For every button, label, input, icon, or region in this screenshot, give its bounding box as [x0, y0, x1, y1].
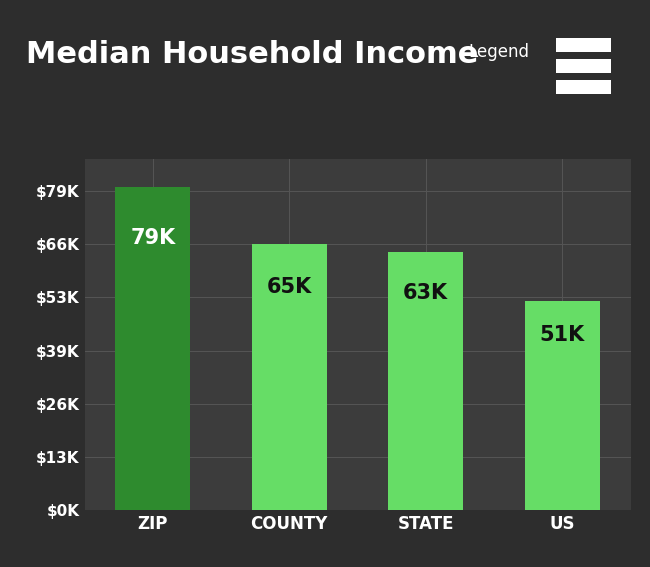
Text: 51K: 51K: [540, 325, 585, 345]
Text: 63K: 63K: [403, 284, 448, 303]
Bar: [115, 187, 190, 510]
Text: 79K: 79K: [130, 229, 176, 248]
Text: 65K: 65K: [266, 277, 312, 297]
Bar: [388, 252, 463, 510]
Text: Median Household Income: Median Household Income: [26, 40, 478, 69]
Bar: [252, 244, 327, 510]
Text: Legend: Legend: [468, 43, 529, 61]
Bar: [525, 301, 600, 510]
